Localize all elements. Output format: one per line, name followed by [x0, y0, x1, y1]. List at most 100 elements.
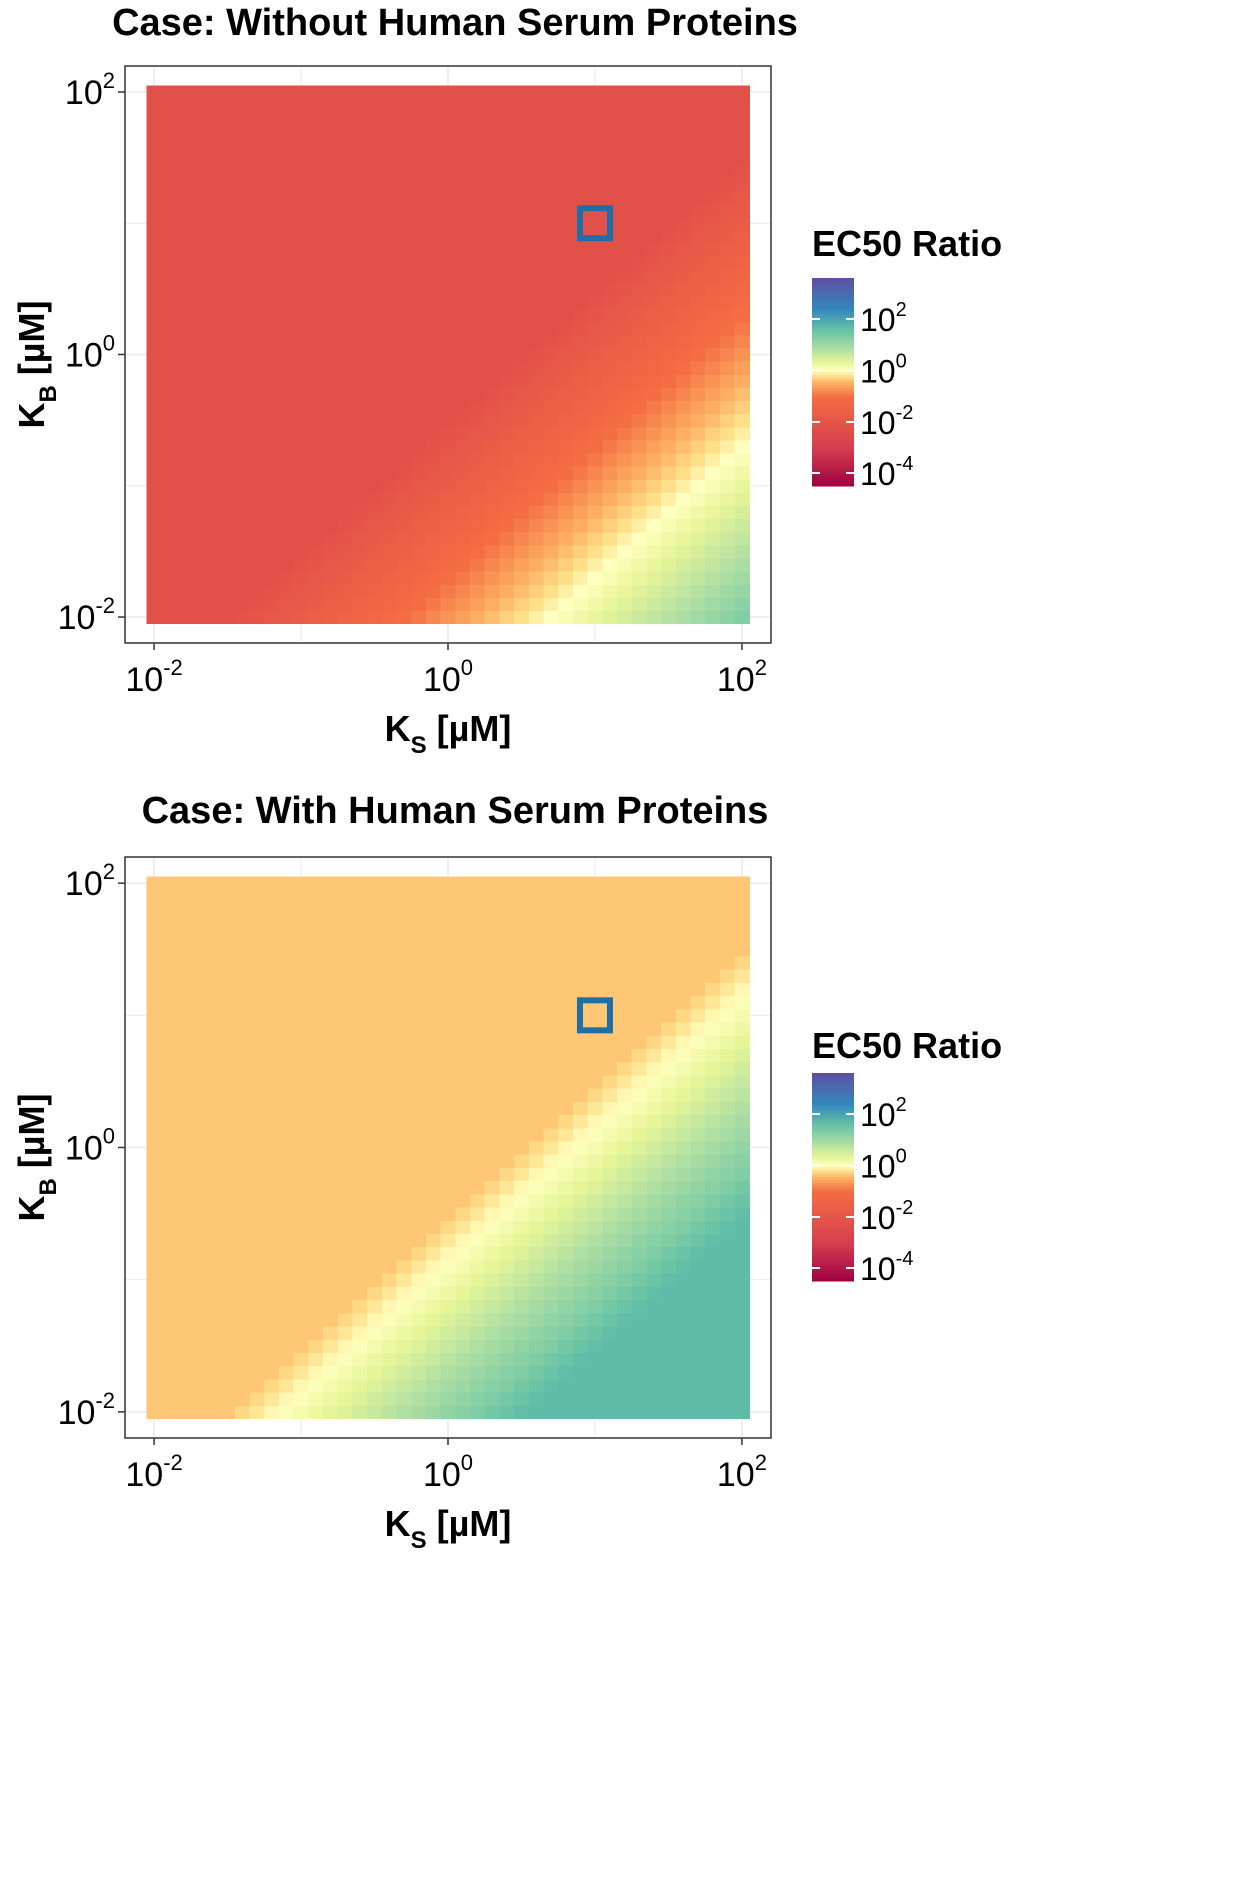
heatmap-cell [176, 916, 192, 931]
heatmap-cell [631, 466, 648, 480]
tick-exponent: 0 [896, 1145, 907, 1167]
heatmap-cell [734, 1127, 750, 1142]
heatmap-cell [440, 557, 456, 572]
heatmap-cell [352, 334, 368, 349]
heatmap-cell [367, 269, 383, 283]
heatmap-cell [249, 942, 265, 957]
heatmap-cell [440, 361, 456, 375]
heatmap-cell [176, 1154, 192, 1168]
heatmap-cell [528, 1259, 545, 1274]
heatmap-cell [161, 229, 177, 244]
heatmap-cell [528, 1299, 545, 1314]
heatmap-cell [264, 597, 280, 612]
heatmap-cell [705, 1180, 721, 1195]
heatmap-cell [308, 177, 324, 192]
heatmap-cell [719, 902, 736, 917]
heatmap-cell [308, 1352, 324, 1367]
colorbar-segment [812, 1151, 854, 1155]
heatmap-cell [352, 531, 368, 546]
heatmap-cell [161, 1259, 177, 1274]
heatmap-cell [631, 282, 648, 297]
heatmap-cell [308, 505, 324, 520]
heatmap-cell [146, 1325, 163, 1340]
heatmap-cell [719, 111, 736, 126]
colorbar-segment [812, 1192, 854, 1196]
heatmap-cell [381, 466, 398, 480]
heatmap-cell [675, 902, 692, 917]
heatmap-cell [293, 137, 309, 152]
tick-base: 10 [860, 353, 896, 389]
heatmap-cell [734, 295, 750, 310]
heatmap-cell [587, 1193, 603, 1208]
heatmap-cell [470, 584, 486, 598]
heatmap-cell [528, 995, 545, 1010]
legend-tick-label: 102 [860, 1094, 907, 1133]
heatmap-cell [352, 1365, 368, 1380]
heatmap-cell [264, 216, 280, 231]
heatmap-cell [396, 1339, 412, 1353]
heatmap-cell [352, 571, 368, 585]
heatmap-cell [337, 85, 354, 100]
heatmap-cell [631, 1233, 648, 1248]
colorbar-segment [812, 296, 854, 300]
heatmap-cell [455, 1021, 471, 1036]
heatmap-cell [528, 400, 545, 415]
heatmap-cell [617, 531, 633, 546]
heatmap-cell [705, 1378, 721, 1393]
heatmap-cell [264, 1074, 280, 1089]
heatmap-cell [205, 571, 221, 585]
heatmap-cell [572, 413, 589, 428]
colorbar-segment [812, 1075, 854, 1079]
heatmap-cell [323, 1405, 339, 1420]
heatmap-cell [734, 426, 750, 441]
heatmap-cell [455, 452, 471, 467]
heatmap-cell [455, 1154, 471, 1168]
heatmap-cell [543, 1074, 559, 1089]
heatmap-cell [293, 203, 309, 218]
heatmap-cell [425, 216, 442, 231]
heatmap-cell [572, 1339, 589, 1353]
heatmap-cell [367, 347, 383, 362]
heatmap-cell [161, 1008, 177, 1023]
heatmap-cell [631, 164, 648, 178]
heatmap-cell [646, 1312, 662, 1327]
heatmap-cell [381, 1206, 398, 1221]
tick-exponent: 0 [103, 331, 115, 356]
heatmap-cell [337, 1286, 354, 1301]
heatmap-cell [661, 942, 677, 957]
heatmap-cell [249, 982, 265, 997]
heatmap-cell [220, 505, 236, 520]
heatmap-cell [484, 1140, 501, 1155]
heatmap-cell [719, 413, 736, 428]
heatmap-cell [352, 1048, 368, 1063]
heatmap-cell [234, 334, 251, 349]
heatmap-cell [528, 111, 545, 126]
heatmap-cell [190, 321, 207, 336]
heatmap-cell [205, 426, 221, 441]
colorbar-segment [812, 454, 854, 458]
heatmap-cell [558, 1233, 574, 1248]
heatmap-cell [528, 124, 545, 139]
heatmap-cell [205, 1405, 221, 1420]
heatmap-cell [352, 1035, 368, 1049]
heatmap-cell [249, 1286, 265, 1301]
heatmap-cell [308, 1286, 324, 1301]
heatmap-cell [323, 1273, 339, 1287]
heatmap-cell [587, 308, 603, 323]
heatmap-cell [587, 982, 603, 997]
heatmap-cell [352, 889, 368, 904]
heatmap-cell [205, 334, 221, 349]
heatmap-cell [528, 295, 545, 310]
heatmap-cell [367, 190, 383, 205]
heatmap-cell [425, 1233, 442, 1248]
heatmap-cell [176, 544, 192, 559]
colorbar-segment [812, 283, 854, 287]
heatmap-cell [470, 151, 486, 165]
heatmap-cell [499, 1299, 515, 1314]
heatmap-cell [675, 889, 692, 904]
heatmap-cell [205, 584, 221, 598]
heatmap-cell [617, 1273, 633, 1287]
heatmap-cell [587, 1286, 603, 1301]
heatmap-cell [631, 1088, 648, 1102]
heatmap-cell [337, 111, 354, 126]
